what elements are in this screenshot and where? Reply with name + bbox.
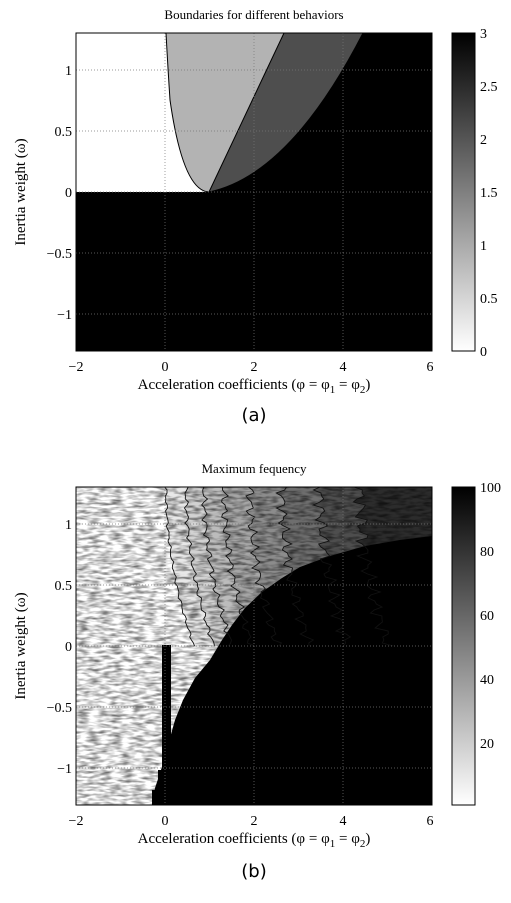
b-contour-line [245,487,283,647]
b-ytick-label: −0.5 [47,701,72,716]
a-xtick-label: −2 [69,360,84,375]
b-contour-line [201,487,232,647]
panel-b-caption: (b) [241,861,266,882]
b-cbar-tick: 20 [480,737,494,752]
chart-b-title: Maximum fequency [201,461,307,476]
a-ytick-label: 0.5 [55,125,73,140]
a-xtick-label: 0 [162,360,169,375]
chart-b-frame [75,486,433,806]
chart-a-y-label: Inertia weight (ω) [13,138,29,245]
colorbar-b-gradient [451,486,476,806]
chart-a-x-axis: −2 0 2 4 6 [69,360,434,375]
region-value-1 [166,33,284,192]
b-contour-lines [164,487,394,647]
boundary-line [208,33,285,193]
chart-b-y-axis: 1 0.5 0 −0.5 −1 [47,518,72,777]
b-contour-line [311,487,352,647]
a-cbar-tick: 2.5 [480,80,498,95]
a-xtick-label: 4 [340,360,347,375]
b-contour-line [352,487,394,647]
boundary-parabola [165,33,364,193]
b-spike [152,645,171,805]
b-contour-line [275,487,315,647]
chart-a-x-label: Acceleration coefficients (φ = φ1 = φ2) [138,377,371,396]
b-ytick-label: −1 [57,762,72,777]
b-xtick-label: 0 [162,814,169,829]
region-value-2-3 [209,33,363,192]
a-cbar-tick: 3 [480,27,487,42]
b-ytick-label: 0.5 [55,579,73,594]
b-ytick-label: 1 [65,518,72,533]
a-cbar-tick: 0.5 [480,292,498,307]
b-contour-line [221,487,256,647]
b-xtick-label: −2 [69,814,84,829]
chart-b-plot-area [76,487,432,805]
a-xtick-label: 6 [427,360,434,375]
b-xtick-label: 6 [427,814,434,829]
b-cbar-tick: 60 [480,609,494,624]
chart-b-x-axis: −2 0 2 4 6 [69,814,434,829]
chart-a-plot-area [76,33,432,351]
b-xtick-label: 2 [251,814,258,829]
panel-a: Boundaries for different behaviors [13,7,498,426]
chart-a-grid [76,33,432,351]
chart-a-colorbar: 3 2.5 2 1.5 1 0.5 0 [451,27,498,360]
a-cbar-tick: 0 [480,345,487,360]
colorbar-a-gradient [451,32,476,352]
chart-b-y-label: Inertia weight (ω) [13,592,29,699]
b-contour-line [164,487,195,647]
b-cbar-tick: 100 [480,481,501,496]
a-cbar-tick: 2 [480,133,487,148]
panel-b: Maximum fequency 1 0.5 0 − [13,461,501,882]
chart-a-title: Boundaries for different behaviors [164,7,343,22]
a-ytick-label: 1 [65,64,72,79]
a-xtick-label: 2 [251,360,258,375]
b-cbar-tick: 40 [480,673,494,688]
chart-a-frame [75,32,433,352]
a-ytick-label: 0 [65,186,72,201]
a-cbar-tick: 1 [480,239,487,254]
a-ytick-label: −0.5 [47,247,72,262]
panel-a-caption: (a) [241,405,266,426]
b-ytick-label: 0 [65,640,72,655]
chart-b-grid [76,487,432,805]
b-xtick-label: 4 [340,814,347,829]
chart-a-y-axis: 1 0.5 0 −0.5 −1 [47,64,72,323]
chart-b-colorbar: 100 80 60 40 20 [451,481,501,806]
b-contour-line [183,487,215,647]
a-ytick-label: −1 [57,308,72,323]
a-cbar-tick: 1.5 [480,186,498,201]
region-value-0 [76,33,209,192]
chart-b-x-label: Acceleration coefficients (φ = φ1 = φ2) [138,831,371,850]
b-cbar-tick: 80 [480,545,494,560]
